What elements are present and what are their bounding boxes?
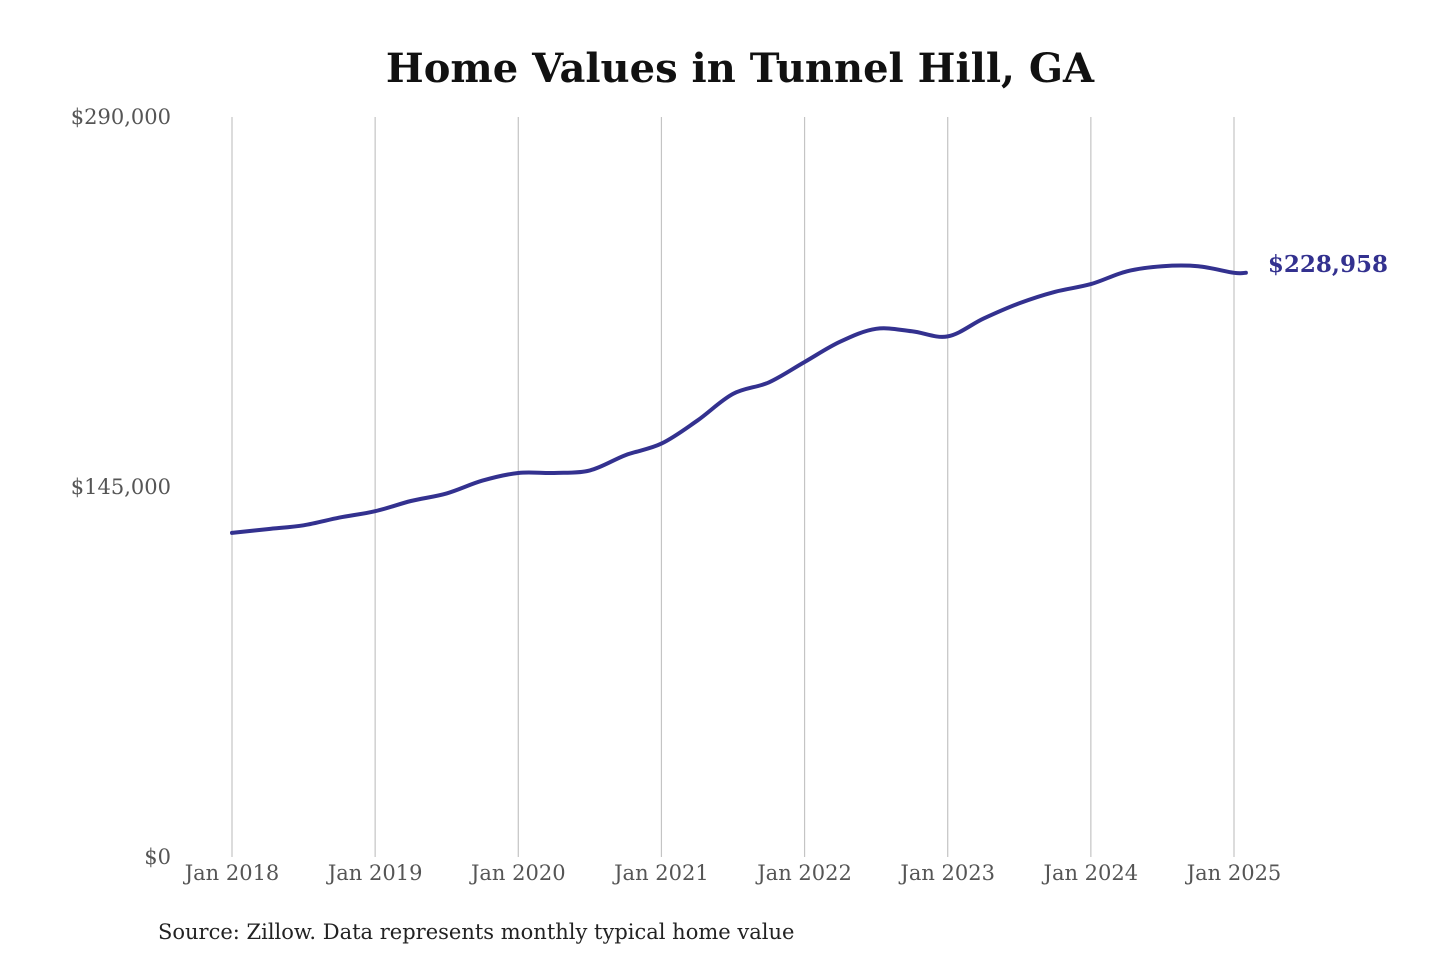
x-tick-label-6: Jan 2024 — [1042, 861, 1139, 885]
chart-title: Home Values in Tunnel Hill, GA — [386, 45, 1095, 92]
x-tick-label-2: Jan 2020 — [469, 861, 566, 885]
x-axis: Jan 2018 Jan 2019 Jan 2020 Jan 2021 Jan 2022… — [183, 861, 1282, 885]
series-line-0 — [230, 263, 1248, 535]
y-axis: $0 $145,000 $290,000 — [71, 105, 171, 869]
gridlines — [231, 117, 1235, 857]
x-tick-label-3: Jan 2021 — [612, 861, 709, 885]
y-tick-label-2: $290,000 — [71, 105, 171, 129]
end-value-label: $228,958 — [1268, 251, 1388, 278]
y-tick-label-1: $145,000 — [71, 475, 171, 499]
y-tick-label-0: $0 — [144, 845, 171, 869]
series: $228,958 — [230, 251, 1388, 535]
x-tick-label-1: Jan 2019 — [326, 861, 423, 885]
source-note: Source: Zillow. Data represents monthly … — [158, 920, 794, 944]
x-tick-label-5: Jan 2023 — [898, 861, 995, 885]
x-tick-label-4: Jan 2022 — [755, 861, 852, 885]
x-tick-label-0: Jan 2018 — [183, 861, 280, 885]
x-tick-label-7: Jan 2025 — [1185, 861, 1282, 885]
